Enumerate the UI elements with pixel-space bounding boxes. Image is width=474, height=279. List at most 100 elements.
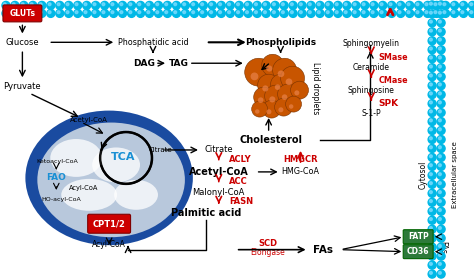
Circle shape [468, 1, 474, 9]
Circle shape [438, 271, 441, 274]
Circle shape [298, 1, 306, 9]
Circle shape [255, 3, 257, 6]
Circle shape [309, 11, 311, 14]
Circle shape [398, 11, 401, 14]
Circle shape [379, 1, 387, 9]
Circle shape [397, 9, 405, 17]
Text: ACC: ACC [229, 177, 247, 186]
Circle shape [182, 9, 190, 17]
Circle shape [111, 11, 114, 14]
Circle shape [192, 3, 194, 6]
Circle shape [21, 11, 24, 14]
Circle shape [282, 3, 284, 6]
Circle shape [165, 11, 168, 14]
Text: FAs: FAs [313, 245, 334, 255]
Circle shape [156, 11, 159, 14]
Circle shape [352, 9, 360, 17]
Circle shape [429, 182, 432, 185]
Circle shape [280, 1, 288, 9]
Circle shape [128, 1, 136, 9]
Circle shape [300, 11, 302, 14]
Circle shape [429, 101, 432, 104]
Circle shape [438, 101, 441, 104]
Circle shape [47, 1, 55, 9]
Circle shape [255, 11, 257, 14]
Circle shape [294, 90, 300, 95]
Circle shape [237, 11, 239, 14]
Circle shape [438, 235, 441, 238]
Circle shape [438, 146, 441, 149]
Circle shape [468, 9, 474, 17]
Circle shape [344, 11, 347, 14]
Circle shape [262, 85, 268, 92]
Circle shape [398, 3, 401, 6]
Circle shape [362, 3, 365, 6]
Circle shape [11, 9, 19, 17]
Circle shape [38, 1, 46, 9]
Ellipse shape [114, 180, 158, 210]
Circle shape [118, 9, 127, 17]
Circle shape [416, 11, 419, 14]
Circle shape [388, 1, 396, 9]
Circle shape [74, 9, 82, 17]
Circle shape [66, 11, 69, 14]
Circle shape [437, 261, 445, 269]
Circle shape [437, 207, 445, 215]
Circle shape [437, 162, 445, 170]
Circle shape [118, 1, 127, 9]
Circle shape [237, 3, 239, 6]
Circle shape [252, 101, 268, 117]
Circle shape [460, 9, 467, 17]
Circle shape [129, 11, 132, 14]
Circle shape [428, 127, 436, 134]
Circle shape [266, 66, 273, 72]
Ellipse shape [26, 110, 193, 245]
Circle shape [379, 9, 387, 17]
Circle shape [56, 9, 64, 17]
Circle shape [438, 182, 441, 185]
Circle shape [438, 254, 441, 256]
Circle shape [174, 3, 177, 6]
Circle shape [437, 270, 445, 278]
Circle shape [362, 11, 365, 14]
Text: CPT1/2: CPT1/2 [93, 219, 126, 228]
Circle shape [264, 3, 266, 6]
Circle shape [109, 9, 118, 17]
Circle shape [271, 1, 279, 9]
Circle shape [266, 109, 272, 114]
Circle shape [56, 1, 64, 9]
Circle shape [415, 1, 423, 9]
Circle shape [30, 3, 33, 6]
Circle shape [291, 11, 293, 14]
Text: GLUTs: GLUTs [9, 9, 36, 18]
Circle shape [437, 198, 445, 206]
Circle shape [428, 19, 436, 27]
Circle shape [437, 136, 445, 143]
Text: Pyruvate: Pyruvate [4, 82, 41, 91]
Circle shape [429, 119, 432, 122]
Text: Cytosol: Cytosol [419, 161, 428, 189]
Circle shape [461, 3, 464, 6]
Text: HMG-CoA: HMG-CoA [282, 167, 319, 176]
Circle shape [3, 11, 6, 14]
Circle shape [438, 92, 441, 95]
Circle shape [146, 1, 154, 9]
Text: ACLY: ACLY [229, 155, 251, 164]
Circle shape [429, 56, 432, 59]
Text: S-1-P: S-1-P [362, 109, 381, 117]
Circle shape [437, 73, 445, 81]
Circle shape [429, 146, 432, 149]
Circle shape [20, 9, 28, 17]
Circle shape [438, 29, 441, 32]
Circle shape [191, 9, 198, 17]
Circle shape [428, 10, 436, 18]
Circle shape [438, 164, 441, 167]
Circle shape [429, 29, 432, 32]
Circle shape [274, 98, 292, 116]
Circle shape [91, 9, 100, 17]
Circle shape [438, 119, 441, 122]
Circle shape [437, 82, 445, 90]
Text: Malonyl-CoA: Malonyl-CoA [192, 188, 245, 197]
Circle shape [434, 11, 437, 14]
Circle shape [438, 245, 441, 247]
